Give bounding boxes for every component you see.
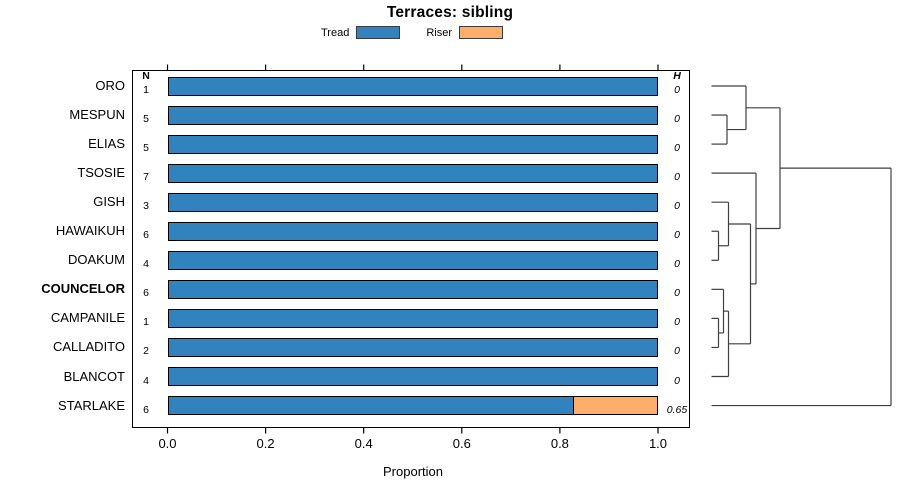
bar-segment-tread	[167, 134, 658, 154]
legend-label-tread: Tread	[321, 26, 350, 39]
row-label: STARLAKE	[58, 397, 125, 413]
n-value: 7	[143, 171, 149, 184]
bar-segment-riser	[573, 396, 658, 416]
legend-label-riser: Riser	[426, 26, 452, 39]
row-label: HAWAIKUH	[55, 223, 125, 239]
x-tick-label: 0.2	[256, 436, 275, 451]
h-value: 0	[674, 345, 680, 358]
row-label: MESPUN	[69, 107, 125, 123]
h-value: 0	[674, 374, 680, 387]
h-value: 0	[674, 258, 680, 271]
n-value: 4	[143, 258, 149, 271]
bar-segment-tread	[167, 308, 658, 328]
x-tick-label: 0.6	[452, 436, 471, 451]
row-label: BLANCOT	[63, 368, 125, 384]
h-value: 0	[674, 200, 680, 213]
bar-segment-tread	[167, 367, 658, 386]
h-value: 0	[674, 229, 680, 242]
legend-item-riser: Riser	[426, 26, 503, 39]
bar-segment-tread	[167, 221, 658, 241]
h-value: 0	[674, 113, 680, 126]
row-label: GISH	[93, 194, 125, 210]
legend-item-tread: Tread	[321, 26, 401, 39]
n-value: 6	[143, 287, 149, 300]
bar-segment-tread	[167, 337, 658, 357]
n-column-header: N	[142, 70, 150, 82]
h-column-header: H	[673, 70, 681, 82]
x-axis-label: Proportion	[383, 464, 443, 479]
x-tick-label: 0.0	[158, 436, 177, 451]
chart-title: Terraces: sibling	[386, 4, 514, 21]
row-label: ELIAS	[88, 136, 125, 152]
h-value: 0	[674, 287, 680, 300]
row-label: CAMPANILE	[50, 310, 125, 326]
row-label: TSOSIE	[77, 165, 125, 181]
n-value: 1	[143, 316, 149, 329]
n-value: 3	[143, 200, 149, 213]
x-tick-label: 1.0	[648, 436, 668, 451]
legend-swatch-riser	[459, 26, 503, 39]
n-value: 5	[143, 142, 149, 155]
plot-area-frame	[132, 70, 690, 428]
bar-segment-tread	[167, 192, 658, 212]
h-value: 0	[674, 316, 680, 329]
bar-segment-tread	[167, 105, 658, 125]
h-value: 0	[674, 171, 680, 184]
bar-segment-tread	[167, 250, 658, 270]
bar-segment-tread	[167, 279, 658, 299]
bar-segment-tread	[167, 76, 658, 96]
bar-segment-tread	[167, 163, 658, 183]
n-value: 6	[143, 229, 149, 242]
legend: Tread Riser	[321, 26, 503, 39]
h-value: 0.65	[666, 403, 688, 416]
n-value: 5	[143, 113, 149, 126]
h-value: 0	[674, 142, 680, 155]
n-value: 2	[143, 345, 149, 358]
row-label: ORO	[95, 78, 125, 93]
x-tick-label: 0.4	[354, 436, 373, 451]
h-value: 0	[674, 84, 680, 96]
n-value: 4	[143, 374, 149, 387]
row-label: DOAKUM	[67, 252, 125, 268]
row-label: COUNCELOR	[41, 281, 125, 297]
x-tick-label: 0.8	[550, 436, 569, 451]
row-label: CALLADITO	[52, 339, 125, 355]
legend-swatch-tread	[356, 26, 401, 39]
n-value: 6	[143, 403, 149, 416]
n-value: 1	[143, 84, 149, 96]
